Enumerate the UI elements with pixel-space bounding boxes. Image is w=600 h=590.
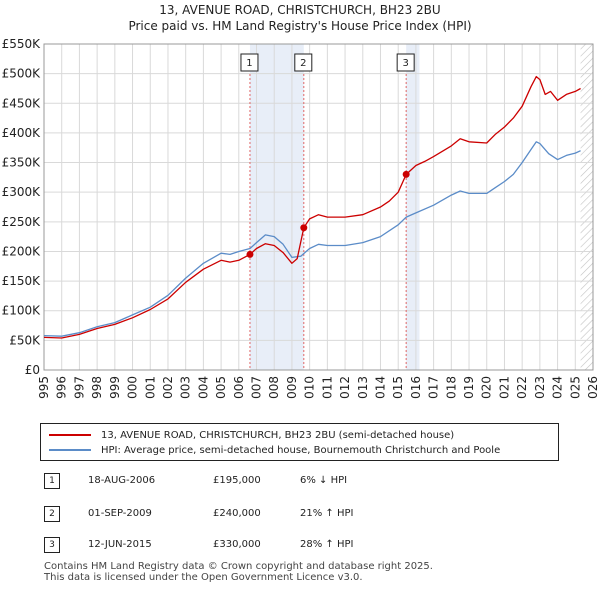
x-tick-label: 2001 xyxy=(143,376,157,400)
x-tick-label: 2022 xyxy=(515,376,529,400)
sale-number-badge: 3 xyxy=(44,537,60,553)
y-tick-label: £550K xyxy=(2,37,42,51)
x-tick-label: 2010 xyxy=(303,376,317,400)
y-tick-label: £250K xyxy=(2,215,42,229)
x-tick-label: 2019 xyxy=(462,376,476,400)
y-tick-label: £400K xyxy=(2,126,42,140)
sale-point xyxy=(402,170,410,178)
x-tick-label: 2024 xyxy=(551,376,565,400)
sale-price: £240,000 xyxy=(213,508,261,519)
x-tick-label: 2021 xyxy=(497,376,511,400)
x-tick-label: 2013 xyxy=(356,376,370,400)
sale-hpi-diff: 21% ↑ HPI xyxy=(300,508,354,519)
x-tick-label: 1999 xyxy=(108,376,122,400)
sale-marker-label: 1 xyxy=(246,58,252,69)
y-tick-label: £0 xyxy=(25,363,40,377)
chart-subtitle: Price paid vs. HM Land Registry's House … xyxy=(128,19,472,33)
x-tick-label: 2000 xyxy=(126,376,140,400)
x-tick-label: 2012 xyxy=(338,376,352,400)
footer-copyright: Contains HM Land Registry data © Crown c… xyxy=(44,561,433,572)
x-tick-label: 2016 xyxy=(409,376,423,400)
y-tick-label: £150K xyxy=(2,274,42,288)
shaded-period xyxy=(406,44,420,370)
sale-marker-box xyxy=(396,53,415,72)
sale-hpi-diff: 28% ↑ HPI xyxy=(300,539,354,550)
sale-marker-box xyxy=(294,53,313,72)
legend-swatch-property xyxy=(49,434,91,436)
table-row: 3 12-JUN-2015 £330,000 28% ↑ HPI xyxy=(0,537,600,555)
legend-label-hpi: HPI: Average price, semi-detached house,… xyxy=(101,444,501,456)
x-tick-label: 2005 xyxy=(214,376,228,400)
sale-marker-label: 3 xyxy=(402,58,408,69)
x-tick-label: 2004 xyxy=(196,376,210,400)
x-tick-label: 2014 xyxy=(373,376,387,400)
x-tick-label: 2020 xyxy=(480,376,494,400)
x-tick-label: 2023 xyxy=(533,376,547,400)
sale-marker-label: 2 xyxy=(300,58,306,69)
y-tick-label: £500K xyxy=(2,67,42,81)
y-tick-label: £300K xyxy=(2,185,42,199)
x-tick-label: 2018 xyxy=(444,376,458,400)
hpi-line xyxy=(43,141,581,337)
y-tick-label: £50K xyxy=(9,333,41,347)
x-tick-label: 2025 xyxy=(568,376,582,400)
sale-date: 18-AUG-2006 xyxy=(88,475,156,486)
x-tick-label: 1997 xyxy=(72,376,86,400)
shaded-period xyxy=(249,44,304,370)
property-price-line xyxy=(43,75,581,339)
sale-point xyxy=(300,224,308,232)
x-tick-label: 2017 xyxy=(427,376,441,400)
price-chart: £0 £50K £100K £150K £200K £250K £300K £350K £400… xyxy=(2,37,600,400)
plot-area xyxy=(44,44,593,370)
x-tick-label: 2007 xyxy=(250,376,264,400)
x-tick-label: 1995 xyxy=(37,376,51,400)
sale-point xyxy=(246,250,254,258)
y-tick-label: £200K xyxy=(2,244,42,258)
sale-price: £330,000 xyxy=(213,539,261,550)
y-tick-label: £100K xyxy=(2,304,42,318)
x-tick-label: 2015 xyxy=(391,376,405,400)
legend-item-hpi: HPI: Average price, semi-detached house,… xyxy=(49,443,500,457)
x-tick-label: 2011 xyxy=(320,376,334,400)
x-tick-label: 2026 xyxy=(586,376,600,400)
x-tick-label: 2002 xyxy=(161,376,175,400)
sale-number-badge: 2 xyxy=(44,506,60,522)
sale-marker-box xyxy=(240,53,259,72)
legend-swatch-hpi xyxy=(49,449,91,451)
y-tick-label: £350K xyxy=(2,156,42,170)
x-tick-label: 2006 xyxy=(232,376,246,400)
x-tick-label: 2009 xyxy=(285,376,299,400)
sale-price: £195,000 xyxy=(213,475,261,486)
forecast-hatch xyxy=(580,44,593,370)
x-tick-label: 2008 xyxy=(267,376,281,400)
x-tick-label: 1996 xyxy=(55,376,69,400)
legend-item-property: 13, AVENUE ROAD, CHRISTCHURCH, BH23 2BU … xyxy=(49,428,454,442)
y-tick-label: £450K xyxy=(2,96,42,110)
x-tick-label: 1998 xyxy=(90,376,104,400)
sale-date: 01-SEP-2009 xyxy=(88,508,152,519)
plot-border xyxy=(43,43,594,371)
sale-date: 12-JUN-2015 xyxy=(88,539,152,550)
x-tick-label: 2003 xyxy=(179,376,193,400)
chart-title: 13, AVENUE ROAD, CHRISTCHURCH, BH23 2BU xyxy=(159,3,441,17)
table-row: 2 01-SEP-2009 £240,000 21% ↑ HPI xyxy=(0,506,600,524)
sale-hpi-diff: 6% ↓ HPI xyxy=(300,475,348,486)
footer-licence: This data is licensed under the Open Gov… xyxy=(44,572,363,583)
legend: 13, AVENUE ROAD, CHRISTCHURCH, BH23 2BU … xyxy=(40,423,559,461)
legend-label-property: 13, AVENUE ROAD, CHRISTCHURCH, BH23 2BU … xyxy=(101,429,455,441)
sale-number-badge: 1 xyxy=(44,473,60,489)
table-row: 1 18-AUG-2006 £195,000 6% ↓ HPI xyxy=(0,473,600,491)
